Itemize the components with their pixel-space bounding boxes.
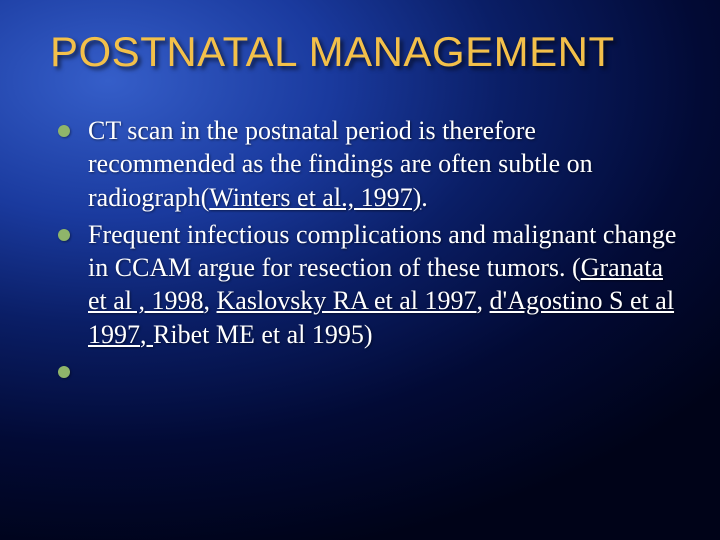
bullet-icon bbox=[58, 366, 70, 378]
list-item bbox=[58, 355, 680, 378]
list-item: CT scan in the postnatal period is there… bbox=[58, 114, 680, 214]
slide: POSTNATAL MANAGEMENT CT scan in the post… bbox=[0, 0, 720, 540]
slide-content: CT scan in the postnatal period is there… bbox=[50, 114, 680, 378]
bullet-icon bbox=[58, 229, 70, 241]
bullet-text: Frequent infectious complications and ma… bbox=[88, 218, 680, 351]
list-item: Frequent infectious complications and ma… bbox=[58, 218, 680, 351]
reference-link[interactable]: Kaslovsky RA et al 1997 bbox=[217, 286, 477, 315]
bullet-icon bbox=[58, 125, 70, 137]
reference-link[interactable]: Winters et al., 1997) bbox=[209, 183, 421, 212]
slide-title: POSTNATAL MANAGEMENT bbox=[50, 28, 680, 76]
bullet-text: CT scan in the postnatal period is there… bbox=[88, 114, 680, 214]
